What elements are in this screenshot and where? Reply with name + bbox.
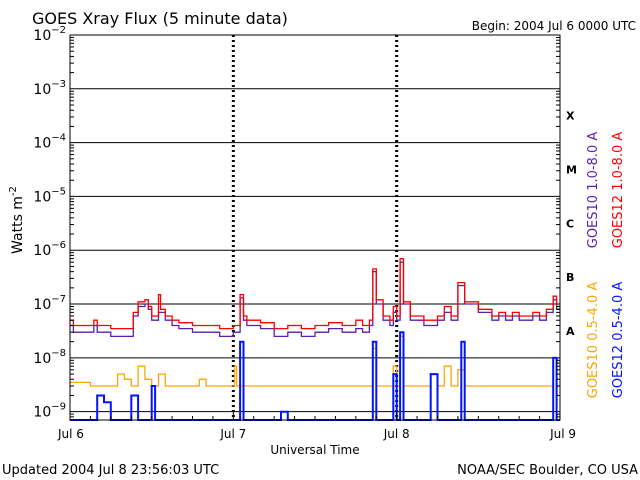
x-tick-label: Jul 9	[549, 427, 576, 441]
y-tick-label: 10−6	[33, 240, 66, 259]
chart-title: GOES Xray Flux (5 minute data)	[32, 9, 288, 28]
y-axis: 10−2 10−3 10−4 10−5 10−6 10−7 10−8 10−9	[33, 25, 560, 421]
flare-class-x: X	[566, 110, 575, 123]
y-tick-label: 10−2	[33, 25, 66, 44]
x-axis-label: Universal Time	[270, 443, 359, 457]
y-tick-label: 10−8	[33, 348, 66, 367]
flare-class-b: B	[566, 271, 574, 284]
flare-class-a: A	[566, 325, 575, 338]
y-tick-label: 10−5	[33, 186, 66, 205]
series-goes10-0-5-4-0-a	[70, 335, 560, 387]
x-tick-label: Jul 6	[57, 427, 84, 441]
flare-class-m: M	[566, 164, 577, 177]
x-tick-label: Jul 7	[219, 427, 246, 441]
series-goes12-1-0-8-0-a	[70, 257, 560, 330]
credit: NOAA/SEC Boulder, CO USA	[457, 463, 638, 478]
legend-entry: GOES10 0.5-4.0 A	[586, 282, 601, 399]
y-tick-label: 10−3	[33, 79, 66, 98]
y-axis-label: Watts m-2	[8, 186, 26, 254]
y-tick-label: 10−9	[33, 402, 66, 421]
legend-entry: GOES10 1.0-8.0 A	[586, 132, 601, 249]
legend-entry: GOES12 1.0-8.0 A	[611, 132, 626, 249]
series-goes12-0-5-4-0-a	[70, 331, 560, 421]
series-layer	[70, 257, 560, 421]
x-axis: Jul 6 Jul 7 Jul 8 Jul 9	[57, 412, 576, 441]
flare-class-c: C	[566, 217, 574, 230]
y-axis-label-exponent: -2	[8, 186, 19, 196]
updated-timestamp: Updated 2004 Jul 8 23:56:03 UTC	[2, 463, 219, 478]
grid	[70, 35, 560, 420]
y-tick-label: 10−7	[33, 294, 66, 313]
plot-frame	[69, 34, 561, 421]
flare-class-labels: X M C B A	[566, 110, 577, 338]
begin-time: Begin: 2004 Jul 6 0000 UTC	[472, 19, 636, 33]
y-axis-label-text: Watts m	[10, 196, 26, 254]
x-tick-label: Jul 8	[383, 427, 410, 441]
y-tick-label: 10−4	[33, 133, 66, 152]
legend: GOES10 1.0-8.0 A GOES12 1.0-8.0 A GOES10 0…	[586, 132, 626, 399]
legend-entry: GOES12 0.5-4.0 A	[611, 282, 626, 399]
